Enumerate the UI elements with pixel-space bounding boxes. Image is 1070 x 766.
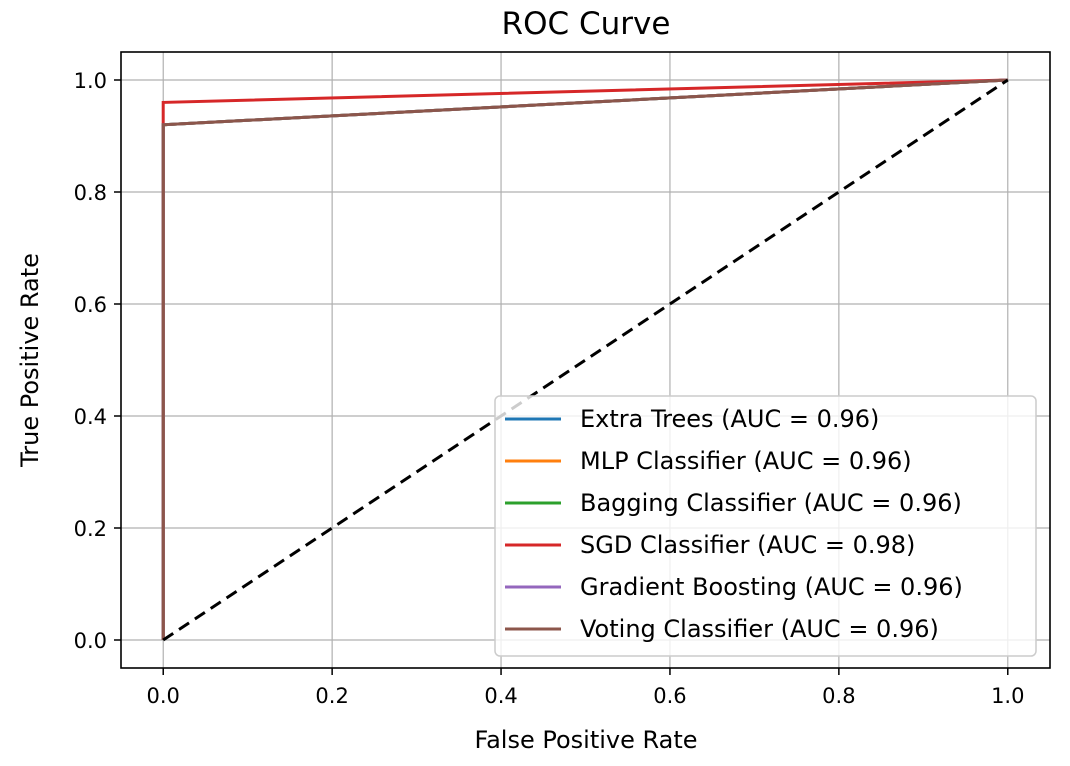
x-tick-label: 0.0 <box>147 684 180 708</box>
reference-diagonal-line <box>162 78 1009 642</box>
chart-title: ROC Curve <box>502 6 671 42</box>
series-line <box>161 78 1008 640</box>
y-tick-label: 1.0 <box>74 69 107 93</box>
legend-label: Extra Trees (AUC = 0.96) <box>580 405 879 433</box>
legend-label: MLP Classifier (AUC = 0.96) <box>580 447 912 475</box>
legend-item: Voting Classifier (AUC = 0.96) <box>505 615 939 643</box>
legend-label: Bagging Classifier (AUC = 0.96) <box>580 489 962 517</box>
legend-item: MLP Classifier (AUC = 0.96) <box>505 447 912 475</box>
plot-frame <box>120 51 1051 669</box>
legend-label: Voting Classifier (AUC = 0.96) <box>580 615 939 643</box>
series-lines <box>161 78 1009 642</box>
legend-item: SGD Classifier (AUC = 0.98) <box>505 531 915 559</box>
legend-item: Extra Trees (AUC = 0.96) <box>505 405 879 433</box>
legend-box <box>494 395 1037 657</box>
x-tick-label: 0.6 <box>653 684 686 708</box>
legend-label: Gradient Boosting (AUC = 0.96) <box>580 573 963 601</box>
x-tick-label: 0.4 <box>484 684 517 708</box>
x-axis-label: False Positive Rate <box>474 726 697 754</box>
y-tick-label: 0.6 <box>74 293 107 317</box>
legend-label: SGD Classifier (AUC = 0.98) <box>580 531 915 559</box>
legend-item: Bagging Classifier (AUC = 0.96) <box>505 489 962 517</box>
y-tick-label: 0.0 <box>74 629 107 653</box>
legend: Extra Trees (AUC = 0.96) MLP Classifier (… <box>494 395 1037 657</box>
x-tick-label: 0.2 <box>315 684 348 708</box>
x-tick-label: 1.0 <box>991 684 1024 708</box>
y-tick-label: 0.4 <box>74 405 107 429</box>
y-tick-label: 0.2 <box>74 517 107 541</box>
axis-ticks: 0.0 0.2 0.4 0.6 0.8 1.0 0.0 0.2 0.4 0.6 0.8 1.0 <box>74 69 1025 708</box>
y-axis-label: True Positive Rate <box>16 253 44 468</box>
x-tick-label: 0.8 <box>822 684 855 708</box>
y-tick-label: 0.8 <box>74 181 107 205</box>
legend-item: Gradient Boosting (AUC = 0.96) <box>505 573 963 601</box>
